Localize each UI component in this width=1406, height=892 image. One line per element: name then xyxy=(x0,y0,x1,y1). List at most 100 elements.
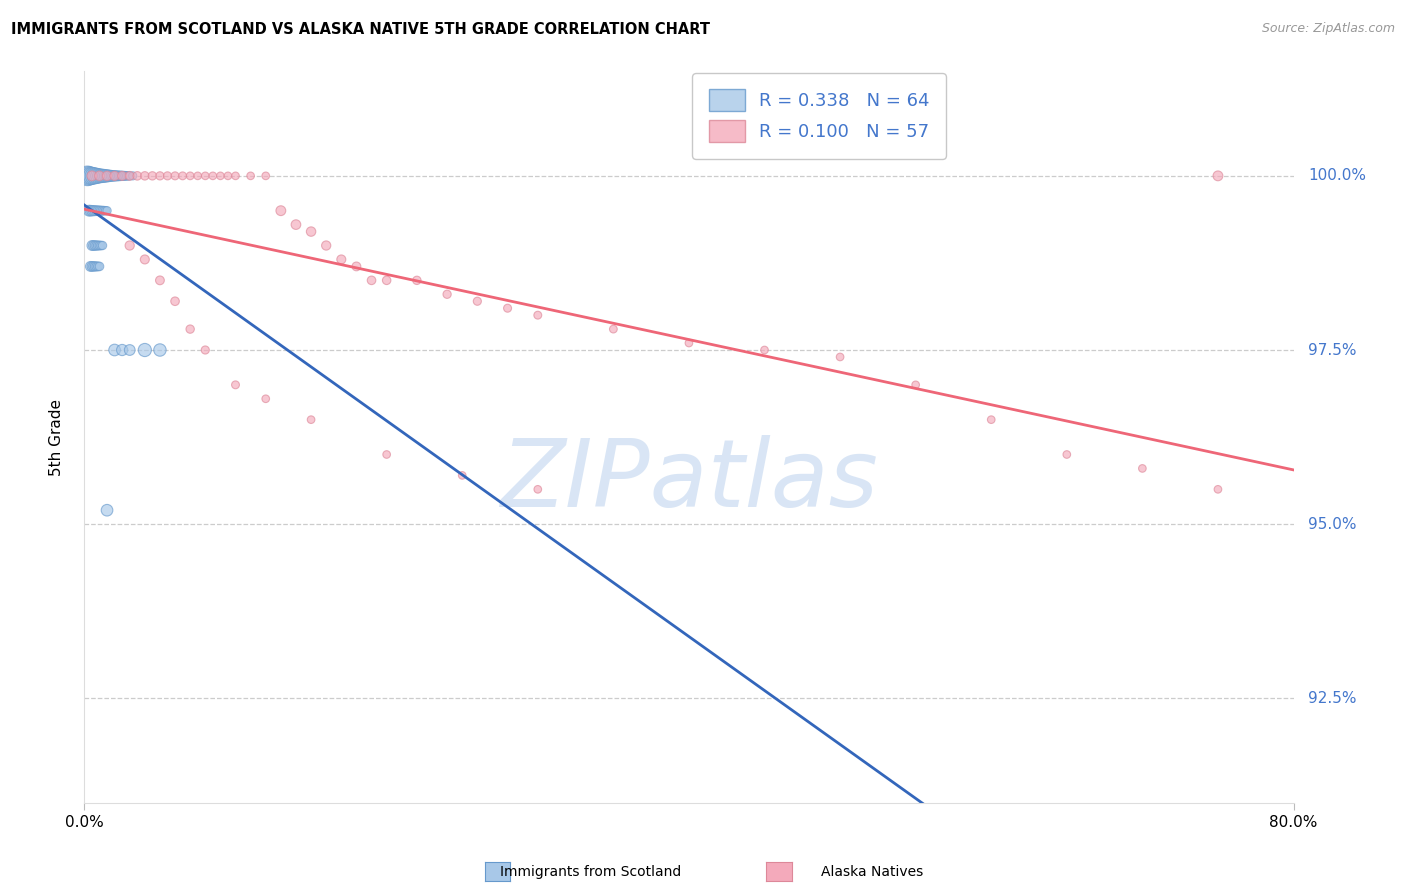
Point xyxy=(1206,483,1229,497)
Point xyxy=(121,169,143,183)
Point xyxy=(127,169,149,183)
Point xyxy=(91,169,114,183)
Point xyxy=(299,225,322,239)
Point xyxy=(96,203,118,218)
Point xyxy=(254,392,277,406)
Point xyxy=(602,322,624,336)
Point xyxy=(118,169,141,183)
Point xyxy=(1130,461,1153,475)
Point xyxy=(114,169,136,183)
Point xyxy=(110,169,132,183)
Point xyxy=(172,169,194,183)
Point xyxy=(90,238,112,252)
Point xyxy=(187,169,209,183)
Text: Source: ZipAtlas.com: Source: ZipAtlas.com xyxy=(1261,22,1395,36)
Point xyxy=(87,238,110,252)
Point xyxy=(375,273,398,287)
Point xyxy=(79,260,101,274)
Point xyxy=(179,169,201,183)
Point xyxy=(270,203,292,218)
Point xyxy=(96,169,118,183)
Point xyxy=(89,169,111,183)
Point xyxy=(79,169,101,183)
Point xyxy=(97,169,120,183)
Point xyxy=(360,273,382,287)
Point xyxy=(346,260,368,274)
Point xyxy=(84,169,107,183)
Point xyxy=(80,169,103,183)
Point xyxy=(82,238,104,252)
Point xyxy=(165,169,187,183)
Point xyxy=(82,169,104,183)
Point xyxy=(84,203,107,218)
Point xyxy=(80,260,103,274)
Point xyxy=(165,294,187,309)
Point xyxy=(84,260,107,274)
Point xyxy=(87,260,110,274)
Point xyxy=(830,350,852,364)
Point xyxy=(111,169,134,183)
Point xyxy=(104,169,127,183)
Point xyxy=(107,169,129,183)
Point xyxy=(84,238,107,252)
Point xyxy=(89,169,111,183)
Point xyxy=(115,169,138,183)
Point xyxy=(406,273,429,287)
Point xyxy=(527,483,550,497)
Point xyxy=(94,203,117,218)
Text: 100.0%: 100.0% xyxy=(1308,169,1367,184)
Point xyxy=(496,301,519,316)
Point xyxy=(101,169,124,183)
Legend: R = 0.338   N = 64, R = 0.100   N = 57: R = 0.338 N = 64, R = 0.100 N = 57 xyxy=(692,73,946,159)
Point xyxy=(108,169,131,183)
Point xyxy=(1056,448,1078,462)
Point xyxy=(111,169,134,183)
Point xyxy=(98,169,121,183)
Point xyxy=(82,260,104,274)
Point xyxy=(527,308,550,322)
Point xyxy=(86,260,108,274)
Point xyxy=(134,343,156,357)
Text: IMMIGRANTS FROM SCOTLAND VS ALASKA NATIVE 5TH GRADE CORRELATION CHART: IMMIGRANTS FROM SCOTLAND VS ALASKA NATIV… xyxy=(11,22,710,37)
Y-axis label: 5th Grade: 5th Grade xyxy=(49,399,63,475)
Text: ZIPatlas: ZIPatlas xyxy=(501,435,877,526)
Point xyxy=(96,169,118,183)
Point xyxy=(980,412,1002,426)
Point xyxy=(451,468,474,483)
Point xyxy=(118,169,141,183)
Point xyxy=(93,203,115,218)
Point xyxy=(105,169,128,183)
Point xyxy=(111,343,134,357)
Point xyxy=(1206,169,1229,183)
Point xyxy=(315,238,337,252)
Point xyxy=(134,252,156,267)
Point xyxy=(87,203,110,218)
Point xyxy=(254,169,277,183)
Point xyxy=(118,343,141,357)
Point xyxy=(149,273,172,287)
Point xyxy=(80,203,103,218)
Point xyxy=(76,169,98,183)
Point xyxy=(904,377,927,392)
Point xyxy=(86,169,108,183)
Point xyxy=(87,169,110,183)
Point xyxy=(89,238,111,252)
Point xyxy=(100,169,122,183)
Text: Alaska Natives: Alaska Natives xyxy=(821,864,922,879)
Point xyxy=(90,203,112,218)
Point xyxy=(209,169,232,183)
Point xyxy=(90,169,112,183)
Point xyxy=(194,169,217,183)
Point xyxy=(375,448,398,462)
Point xyxy=(134,169,156,183)
Point xyxy=(678,336,700,351)
Point xyxy=(436,287,458,301)
Point xyxy=(118,238,141,252)
Point xyxy=(96,503,118,517)
Point xyxy=(93,169,115,183)
Point xyxy=(80,238,103,252)
Point xyxy=(179,322,201,336)
Point xyxy=(149,169,172,183)
Point xyxy=(225,169,247,183)
Point xyxy=(77,169,100,183)
